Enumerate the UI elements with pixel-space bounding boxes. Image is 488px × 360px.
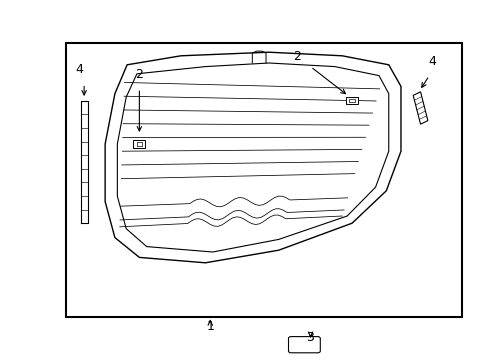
Text: 4: 4 — [75, 63, 83, 76]
Bar — [349, 99, 354, 102]
Text: 4: 4 — [428, 55, 436, 68]
Text: 1: 1 — [206, 320, 214, 333]
Text: 2: 2 — [292, 50, 300, 63]
FancyBboxPatch shape — [288, 337, 320, 353]
Bar — [133, 140, 145, 148]
Bar — [346, 97, 357, 104]
Text: 3: 3 — [306, 331, 314, 344]
Text: 2: 2 — [135, 68, 143, 81]
Bar — [137, 143, 142, 145]
Bar — [66, 43, 461, 317]
